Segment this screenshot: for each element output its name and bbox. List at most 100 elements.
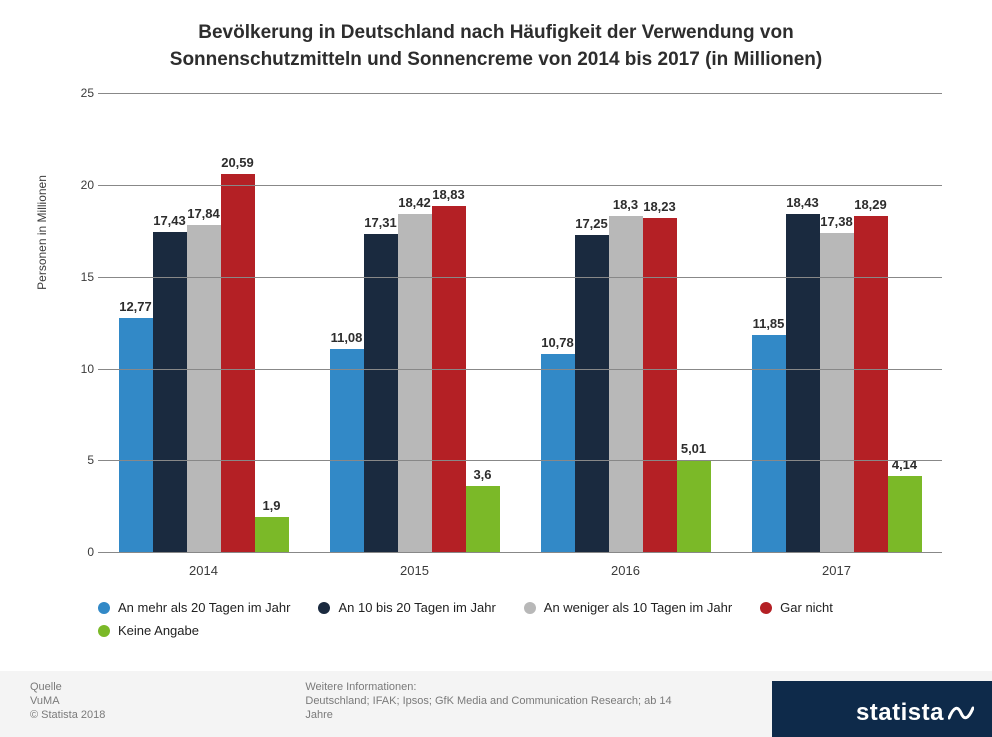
bar-value-label: 18,83 [432, 187, 465, 202]
legend-item: An 10 bis 20 Tagen im Jahr [318, 600, 495, 615]
bar-wrap: 20,59 [221, 93, 255, 552]
legend-item: An weniger als 10 Tagen im Jahr [524, 600, 732, 615]
source-text: VuMA [30, 694, 105, 708]
plot-area: 12,7717,4317,8420,591,911,0817,3118,4218… [98, 93, 942, 553]
bar-value-label: 17,84 [187, 206, 220, 221]
copyright-text: © Statista 2018 [30, 708, 105, 722]
bar-value-label: 12,77 [119, 299, 152, 314]
legend-color-dot [760, 602, 772, 614]
legend-label: Keine Angabe [118, 623, 199, 638]
y-tick-label: 25 [70, 86, 94, 100]
bar [820, 233, 854, 552]
bar [466, 486, 500, 552]
bar-value-label: 18,23 [643, 199, 676, 214]
bar-wrap: 11,08 [330, 93, 364, 552]
bar-group: 11,08 17,3118,4218,833,6 [330, 93, 500, 552]
bar [255, 517, 289, 552]
x-tick-label: 2016 [541, 563, 711, 578]
legend-item: An mehr als 20 Tagen im Jahr [98, 600, 290, 615]
gridline [98, 93, 942, 94]
x-tick-label: 2017 [752, 563, 922, 578]
bar-value-label: 17,25 [575, 216, 608, 231]
brand-text: statista [856, 699, 944, 727]
info-header: Weitere Informationen: [305, 681, 685, 693]
bar-wrap: 4,14 [888, 93, 922, 552]
bar [330, 349, 364, 552]
statista-wave-icon [948, 704, 974, 722]
legend-label: An mehr als 20 Tagen im Jahr [118, 600, 290, 615]
y-tick-label: 0 [70, 545, 94, 559]
bar [432, 206, 466, 552]
bar-value-label: 11,85 [753, 316, 785, 331]
bar [888, 476, 922, 552]
bar-wrap: 17,31 [364, 93, 398, 552]
bar [119, 318, 153, 552]
footer-info: Weitere Informationen: Deutschland; IFAK… [305, 681, 685, 723]
source-header: Quelle [30, 681, 105, 693]
bar-wrap: 17,25 [575, 93, 609, 552]
bar-value-label: 18,29 [854, 197, 887, 212]
bar-value-label: 11,08 [331, 330, 363, 345]
legend-color-dot [98, 625, 110, 637]
bar [786, 214, 820, 552]
bar-wrap: 18,42 [398, 93, 432, 552]
bar-value-label: 20,59 [221, 155, 254, 170]
bar [221, 174, 255, 552]
title-line-1: Bevölkerung in Deutschland nach Häufigke… [198, 22, 793, 43]
bar-wrap: 1,9 [255, 93, 289, 552]
bar-wrap: 18,23 [643, 93, 677, 552]
y-tick-label: 5 [70, 453, 94, 467]
statista-logo: statista [856, 699, 974, 727]
footer: Quelle VuMA © Statista 2018 Weitere Info… [0, 671, 992, 737]
x-tick-label: 2014 [119, 563, 289, 578]
legend-label: Gar nicht [780, 600, 833, 615]
bar [575, 235, 609, 552]
y-tick-label: 15 [70, 270, 94, 284]
bar-wrap: 11,85 [752, 93, 786, 552]
legend-label: An weniger als 10 Tagen im Jahr [544, 600, 732, 615]
bar-wrap: 10,78 [541, 93, 575, 552]
chart-area: Personen in Millionen 12,7717,4317,8420,… [98, 93, 942, 553]
legend-label: An 10 bis 20 Tagen im Jahr [338, 600, 495, 615]
bar-wrap: 18,29 [854, 93, 888, 552]
bar-value-label: 18,42 [398, 195, 431, 210]
bar-wrap: 5,01 [677, 93, 711, 552]
bar-groups: 12,7717,4317,8420,591,911,0817,3118,4218… [98, 93, 942, 552]
bar-wrap: 17,43 [153, 93, 187, 552]
bar [541, 354, 575, 552]
bar-wrap: 18,3 [609, 93, 643, 552]
bar-wrap: 18,43 [786, 93, 820, 552]
bar-value-label: 17,43 [153, 213, 186, 228]
bar [752, 335, 786, 553]
bar [609, 216, 643, 552]
title-line-2: Sonnenschutzmitteln und Sonnencreme von … [170, 49, 822, 70]
bar-value-label: 18,3 [613, 197, 638, 212]
chart-title: Bevölkerung in Deutschland nach Häufigke… [30, 20, 962, 73]
footer-source: Quelle VuMA © Statista 2018 [30, 681, 105, 723]
bar-group: 10,7817,25 18,3 18,235,01 [541, 93, 711, 552]
bar-wrap: 3,6 [466, 93, 500, 552]
info-text: Deutschland; IFAK; Ipsos; GfK Media and … [305, 694, 685, 723]
legend: An mehr als 20 Tagen im Jahr An 10 bis 20… [98, 600, 942, 638]
bar [398, 214, 432, 552]
bar-wrap: 12,77 [119, 93, 153, 552]
bar [153, 232, 187, 552]
x-axis-ticks: 2014 2015 2016 2017 [98, 563, 942, 578]
statista-badge: statista [772, 681, 992, 737]
x-tick-label: 2015 [330, 563, 500, 578]
legend-color-dot [524, 602, 536, 614]
bar-group: 11,8518,4317,3818,294,14 [752, 93, 922, 552]
gridline [98, 369, 942, 370]
bar-group: 12,77 17,4317,84 20,591,9 [119, 93, 289, 552]
bar [643, 218, 677, 553]
bar [364, 234, 398, 552]
legend-item: Keine Angabe [98, 623, 199, 638]
bar-wrap: 17,84 [187, 93, 221, 552]
bar-wrap: 17,38 [820, 93, 854, 552]
y-axis-label: Personen in Millionen [35, 175, 49, 290]
bar [187, 225, 221, 553]
bar [677, 460, 711, 552]
bar-value-label: 17,31 [364, 215, 397, 230]
y-tick-label: 10 [70, 362, 94, 376]
bar [854, 216, 888, 552]
